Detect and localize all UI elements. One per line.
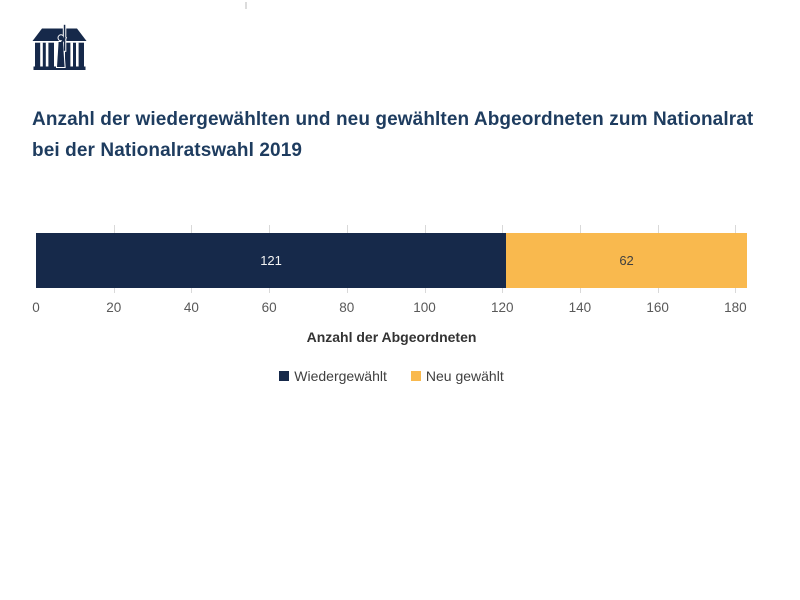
legend: Wiedergewählt Neu gewählt: [36, 368, 747, 384]
legend-label-wiedergewaehlt: Wiedergewählt: [294, 368, 387, 384]
screenshot-artifact-mark: [245, 2, 247, 9]
x-tick-label-60: 60: [261, 300, 277, 315]
x-axis: 0 20 40 60 80 100 120 140 160 180: [32, 300, 747, 316]
x-tick-label-80: 80: [339, 300, 355, 315]
bar-segment-wiedergewaehlt: 121: [36, 233, 507, 288]
x-axis-title: Anzahl der Abgeordneten: [306, 329, 477, 345]
legend-swatch-wiedergewaehlt: [279, 371, 290, 381]
x-tick-label-160: 160: [646, 300, 669, 315]
legend-item-wiedergewaehlt: Wiedergewählt: [279, 368, 387, 384]
bar-segment-neu-gewaehlt: 62: [506, 233, 747, 288]
x-tick-label-40: 40: [183, 300, 199, 315]
austrian-parliament-logo-icon: [31, 24, 88, 70]
bar-value-label-neu-gewaehlt: 62: [619, 253, 634, 268]
x-tick-label-180: 180: [724, 300, 747, 315]
legend-item-neu-gewaehlt: Neu gewählt: [410, 368, 504, 384]
chart-title: Anzahl der wiedergewählten und neu gewäh…: [32, 108, 754, 161]
x-tick-label-0: 0: [32, 300, 40, 315]
x-tick-label-100: 100: [413, 300, 436, 315]
bar-value-label-wiedergewaehlt: 121: [260, 253, 282, 268]
legend-label-neu-gewaehlt: Neu gewählt: [425, 368, 504, 384]
stacked-bar: 121 62: [36, 233, 747, 288]
plot-area: 121 62: [36, 225, 747, 293]
legend-swatch-neu-gewaehlt: [410, 371, 421, 381]
statue-silhouette: [57, 24, 66, 67]
x-tick-label-140: 140: [568, 300, 592, 315]
x-tick-label-120: 120: [490, 300, 514, 315]
x-tick-label-20: 20: [106, 300, 122, 315]
